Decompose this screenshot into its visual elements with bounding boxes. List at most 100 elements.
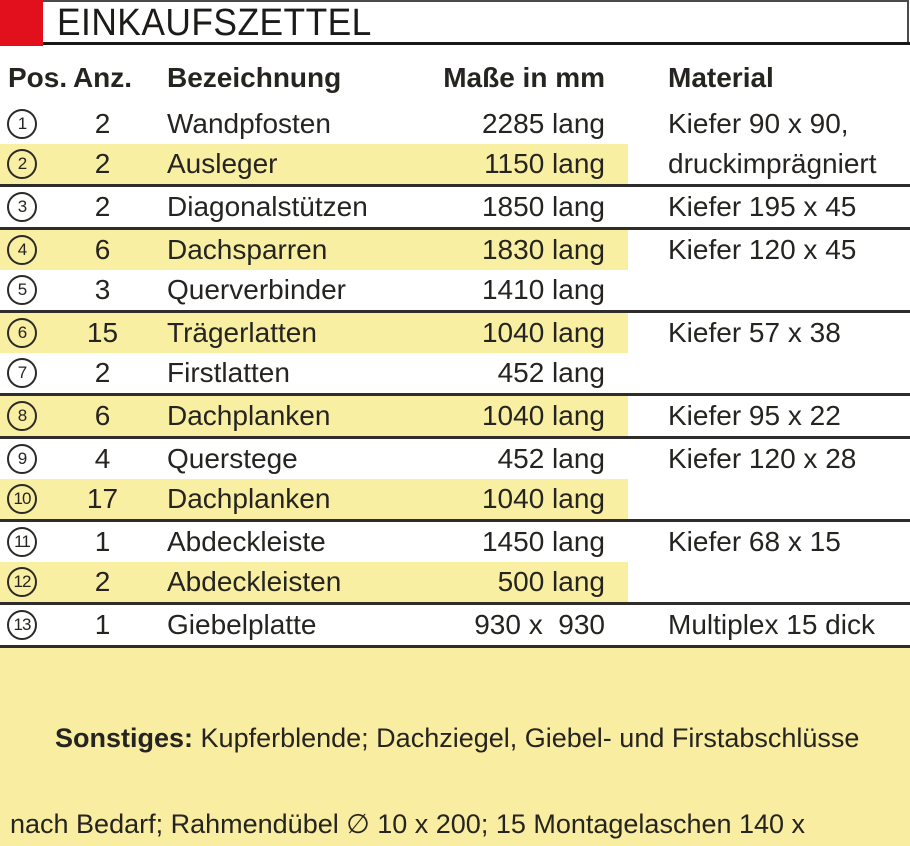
pos-number-badge: 10 bbox=[7, 484, 37, 514]
name-cell: Dachplanken bbox=[167, 400, 331, 431]
material-cell: Kiefer 120 x 28 bbox=[668, 443, 857, 474]
quantity-cell: 17 bbox=[86, 483, 119, 514]
column-header-pos: Pos. bbox=[8, 61, 68, 93]
pos-number-badge: 12 bbox=[7, 567, 37, 597]
quantity-cell: 3 bbox=[94, 274, 111, 305]
title-bottom-rule bbox=[43, 42, 910, 45]
pos-number-badge: 11 bbox=[7, 527, 37, 557]
size-cell: 2285 lang bbox=[481, 108, 605, 139]
size-cell: 1040 lang bbox=[481, 317, 605, 348]
quantity-cell: 6 bbox=[94, 234, 111, 265]
quantity-cell: 2 bbox=[94, 191, 111, 222]
notes-line: nach Bedarf; Rahmendübel ∅ 10 x 200; 15 … bbox=[10, 809, 806, 839]
name-cell: Abdeckleisten bbox=[167, 566, 342, 597]
material-cell: Kiefer 95 x 22 bbox=[668, 400, 841, 431]
name-cell: Querverbinder bbox=[167, 274, 346, 305]
quantity-cell: 2 bbox=[94, 357, 111, 388]
group-separator-line bbox=[0, 184, 910, 187]
material-cell: Kiefer 90 x 90, bbox=[668, 108, 849, 139]
material-cell: Kiefer 120 x 45 bbox=[668, 234, 857, 265]
table-row: 1 2 Wandpfosten 2285 lang Kiefer 90 x 90… bbox=[0, 104, 910, 144]
size-cell: 1040 lang bbox=[481, 483, 605, 514]
table-row: 5 3 Querverbinder 1410 lang bbox=[0, 270, 910, 310]
group-separator-line bbox=[0, 393, 910, 396]
pos-cell: 10 bbox=[0, 484, 60, 514]
quantity-cell: 2 bbox=[94, 108, 111, 139]
pos-cell: 12 bbox=[0, 567, 60, 597]
notes-label: Sonstiges: bbox=[55, 723, 194, 753]
quantity-cell: 15 bbox=[86, 317, 119, 348]
pos-cell: 1 bbox=[0, 109, 60, 139]
pos-number-badge: 9 bbox=[7, 444, 37, 474]
table-body: 1 2 Wandpfosten 2285 lang Kiefer 90 x 90… bbox=[0, 104, 910, 648]
name-cell: Trägerlatten bbox=[167, 317, 317, 348]
table-row: 4 6 Dachsparren 1830 lang Kiefer 120 x 4… bbox=[0, 230, 910, 270]
name-cell: Diagonalstützen bbox=[167, 191, 368, 222]
table-row: 11 1 Abdeckleiste 1450 lang Kiefer 68 x … bbox=[0, 522, 910, 562]
quantity-cell: 4 bbox=[94, 443, 111, 474]
pos-cell: 13 bbox=[0, 610, 60, 640]
group-separator-line bbox=[0, 602, 910, 605]
table-row: 3 2 Diagonalstützen 1850 lang Kiefer 195… bbox=[0, 187, 910, 227]
page-title: EINKAUFSZETTEL bbox=[57, 2, 372, 44]
quantity-cell: 1 bbox=[94, 526, 111, 557]
notes-text: Kupferblende; Dachziegel, Giebel- und Fi… bbox=[193, 723, 860, 753]
group-separator-line bbox=[0, 645, 910, 648]
pos-cell: 3 bbox=[0, 192, 60, 222]
pos-cell: 8 bbox=[0, 401, 60, 431]
table-header-row: Pos. Anz. Bezeichnung Maße in mm Materia… bbox=[0, 46, 910, 104]
size-cell: 1450 lang bbox=[481, 526, 605, 557]
size-cell: 930 x 930 bbox=[474, 609, 605, 640]
material-cell: Multiplex 15 dick bbox=[668, 609, 875, 640]
size-cell: 1040 lang bbox=[481, 400, 605, 431]
name-cell: Dachsparren bbox=[167, 234, 328, 265]
pos-number-badge: 7 bbox=[7, 358, 37, 388]
group-separator-line bbox=[0, 227, 910, 230]
quantity-cell: 1 bbox=[94, 609, 111, 640]
pos-cell: 5 bbox=[0, 275, 60, 305]
column-header-anzahl: Anz. bbox=[72, 61, 133, 93]
material-cell: Kiefer 195 x 45 bbox=[668, 191, 857, 222]
table-row: 10 17 Dachplanken 1040 lang bbox=[0, 479, 910, 519]
pos-cell: 11 bbox=[0, 527, 60, 557]
group-separator-line bbox=[0, 436, 910, 439]
size-cell: 1410 lang bbox=[481, 274, 605, 305]
name-cell: Querstege bbox=[167, 443, 298, 474]
name-cell: Abdeckleiste bbox=[167, 526, 326, 557]
notes-line: Sonstiges: Kupferblende; Dachziegel, Gie… bbox=[10, 674, 902, 803]
table-row: 13 1 Giebelplatte 930 x 930 Multiplex 15… bbox=[0, 605, 910, 645]
quantity-cell: 2 bbox=[94, 566, 111, 597]
size-cell: 452 lang bbox=[497, 357, 605, 388]
table-row: 2 2 Ausleger 1150 lang druckimprägniert bbox=[0, 144, 910, 184]
group-separator-line bbox=[0, 310, 910, 313]
pos-number-badge: 8 bbox=[7, 401, 37, 431]
pos-cell: 9 bbox=[0, 444, 60, 474]
title-top-rule bbox=[43, 0, 909, 2]
pos-number-badge: 13 bbox=[7, 610, 37, 640]
column-header-masse: Maße in mm bbox=[443, 61, 605, 93]
table-row: 6 15 Trägerlatten 1040 lang Kiefer 57 x … bbox=[0, 313, 910, 353]
size-cell: 1150 lang bbox=[484, 148, 605, 179]
size-cell: 1830 lang bbox=[481, 234, 605, 265]
title-band: EINKAUFSZETTEL bbox=[0, 0, 910, 46]
pos-number-badge: 2 bbox=[7, 149, 37, 179]
name-cell: Wandpfosten bbox=[167, 108, 331, 139]
material-cell: Kiefer 57 x 38 bbox=[668, 317, 841, 348]
size-cell: 500 lang bbox=[497, 566, 605, 597]
table-row: 8 6 Dachplanken 1040 lang Kiefer 95 x 22 bbox=[0, 396, 910, 436]
quantity-cell: 2 bbox=[94, 148, 111, 179]
pos-cell: 6 bbox=[0, 318, 60, 348]
group-separator-line bbox=[0, 519, 910, 522]
pos-number-badge: 5 bbox=[7, 275, 37, 305]
pos-cell: 4 bbox=[0, 235, 60, 265]
table-row: 12 2 Abdeckleisten 500 lang bbox=[0, 562, 910, 602]
material-cell: Kiefer 68 x 15 bbox=[668, 526, 841, 557]
pos-number-badge: 4 bbox=[7, 235, 37, 265]
name-cell: Firstlatten bbox=[167, 357, 290, 388]
pos-number-badge: 3 bbox=[7, 192, 37, 222]
table-row: 9 4 Querstege 452 lang Kiefer 120 x 28 bbox=[0, 439, 910, 479]
pos-cell: 7 bbox=[0, 358, 60, 388]
name-cell: Giebelplatte bbox=[167, 609, 317, 640]
column-header-material: Material bbox=[668, 61, 774, 93]
